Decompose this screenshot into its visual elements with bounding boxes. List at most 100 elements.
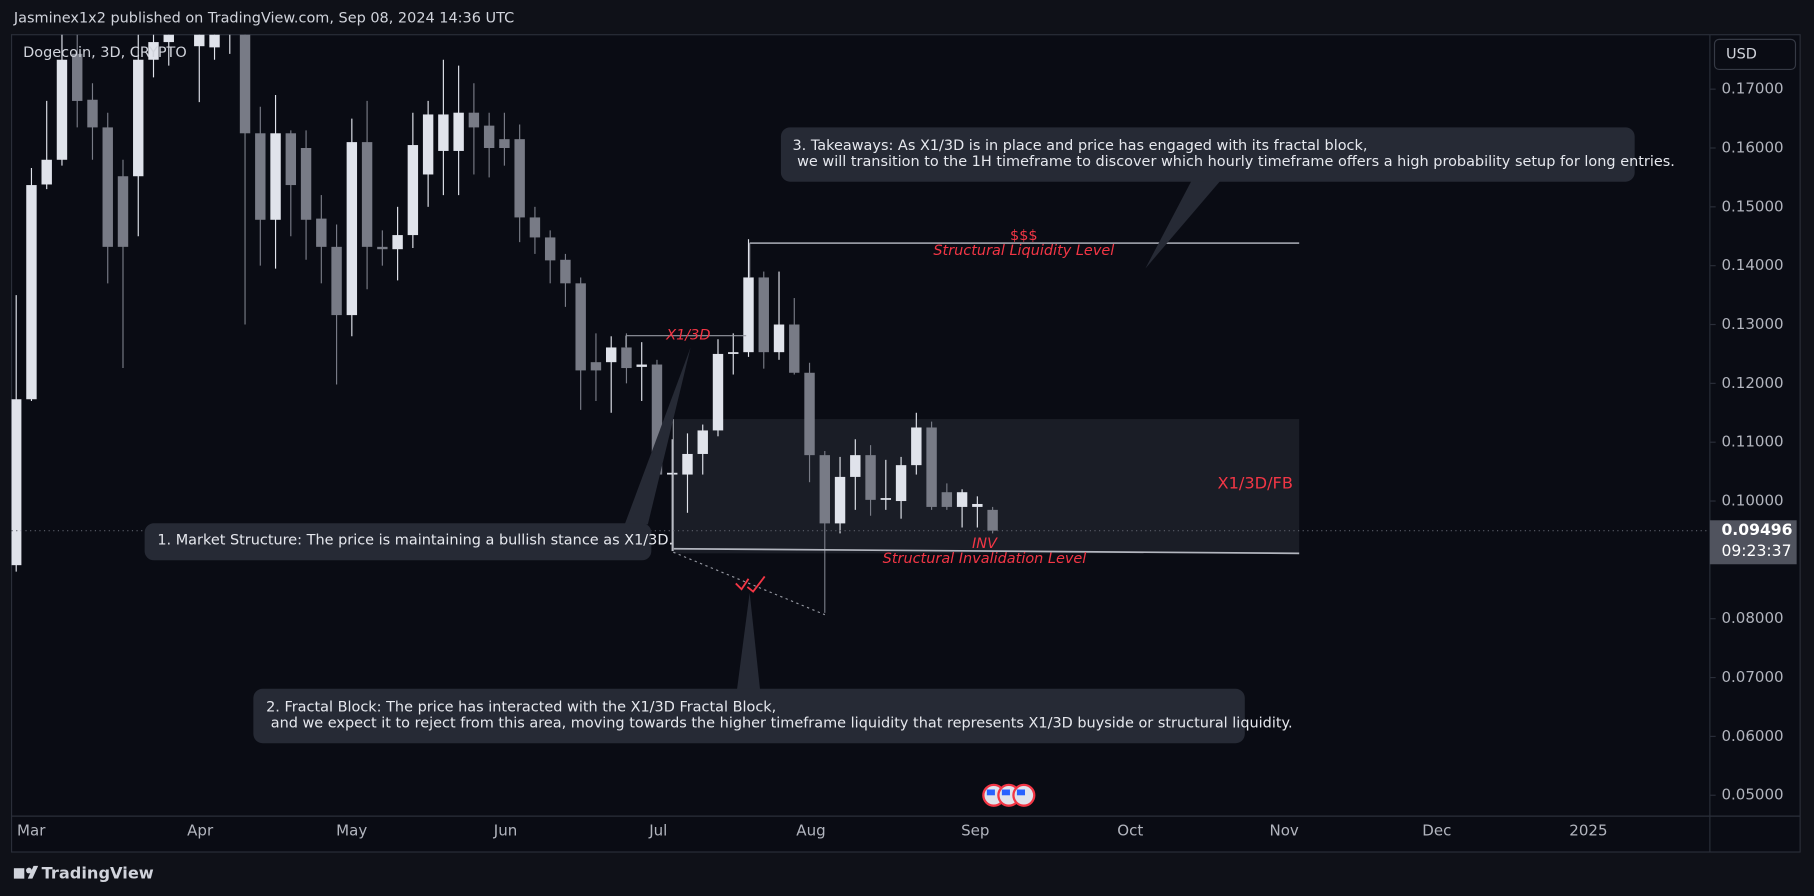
candle-body <box>605 347 617 363</box>
y-tick-label: 0.11000 <box>1721 433 1783 451</box>
candle-body <box>194 34 205 47</box>
y-tick-label: 0.07000 <box>1721 668 1783 686</box>
candle-body <box>453 112 464 151</box>
candle-body <box>331 246 342 316</box>
y-tick-label: 0.17000 <box>1721 80 1783 98</box>
candle-body <box>743 277 754 353</box>
candle-body <box>865 455 876 500</box>
candles <box>11 34 998 613</box>
x-tick-label: Dec <box>1422 822 1451 840</box>
x-tick-label: Nov <box>1269 822 1298 840</box>
candle-body <box>987 509 998 531</box>
candle-body <box>72 53 83 101</box>
candle-body <box>697 430 708 454</box>
candle-body <box>575 283 586 371</box>
callout-box <box>144 523 652 561</box>
callout-box <box>253 688 1245 744</box>
candle-body <box>789 324 800 373</box>
candle-body <box>117 176 129 247</box>
y-tick-label: 0.06000 <box>1721 727 1783 745</box>
x-tick-label: Sep <box>961 822 989 840</box>
candle-body <box>895 465 907 502</box>
candle-body <box>499 139 510 148</box>
callout-text: 3. Takeaways: As X1/3D is in place and p… <box>792 138 1367 154</box>
candle-body <box>163 34 174 43</box>
candle-body <box>285 133 297 186</box>
candle-body <box>834 476 846 524</box>
candle-body <box>911 427 922 466</box>
x-tick-label: Jun <box>493 822 517 840</box>
y-tick-label: 0.10000 <box>1721 492 1783 510</box>
x-tick-label: Aug <box>796 822 825 840</box>
y-tick-label: 0.16000 <box>1721 138 1783 156</box>
currency-button[interactable] <box>1713 38 1797 71</box>
candle-body <box>11 399 22 566</box>
candle-body <box>560 259 571 284</box>
y-tick-label: 0.08000 <box>1721 609 1783 627</box>
candle-body <box>773 324 785 353</box>
candle-body <box>728 352 739 354</box>
candle-body <box>239 34 251 134</box>
candle-body <box>819 455 830 524</box>
x-tick-label: Apr <box>187 822 214 840</box>
candle-body <box>255 133 266 220</box>
callout-text: 2. Fractal Block: The price has interact… <box>266 699 776 715</box>
fractal-block-zone <box>673 419 1300 554</box>
callout-text: and we expect it to reject from this are… <box>271 716 1293 732</box>
candle-body <box>468 112 480 128</box>
liquidity-label: Structural Liquidity Level <box>933 243 1114 259</box>
x-tick-label: Mar <box>17 822 46 840</box>
invalidation-line <box>673 547 1300 555</box>
callout-box <box>780 127 1635 182</box>
candle-body <box>102 127 113 247</box>
footer-brand: TradingView <box>42 864 154 883</box>
callout-text: 1. Market Structure: The price is mainta… <box>157 533 673 549</box>
candle-body <box>590 362 602 371</box>
candle-body <box>804 372 815 456</box>
zone-label: X1/3D/FB <box>1217 473 1292 492</box>
callout-pointer <box>624 347 691 525</box>
candle-body <box>850 455 861 477</box>
liquidity-symbol: $$$ <box>1010 228 1038 244</box>
currency-label: USD <box>1726 46 1757 62</box>
candle-body <box>361 142 373 247</box>
candle-body <box>377 246 388 250</box>
x-tick-label: Jul <box>648 822 667 840</box>
candle-body <box>880 498 892 500</box>
candle-body <box>422 114 434 175</box>
candle-body <box>956 492 968 507</box>
inv-label: INV <box>972 536 998 552</box>
dotted-line <box>673 551 826 616</box>
candle-body <box>300 147 312 220</box>
callout-pointer <box>736 592 761 690</box>
candle-body <box>682 453 693 475</box>
candle-body <box>316 218 327 247</box>
y-tick-label: 0.14000 <box>1721 256 1783 274</box>
candle-body <box>346 142 358 316</box>
countdown: 09:23:37 <box>1721 542 1791 560</box>
check-mark <box>735 575 766 593</box>
candle-body <box>758 277 769 353</box>
candle-body <box>56 59 68 160</box>
y-tick-label: 0.13000 <box>1721 315 1783 333</box>
candle-body <box>636 364 647 367</box>
candle-body <box>544 237 556 261</box>
candle-body <box>667 472 678 475</box>
candle-body <box>148 42 159 60</box>
candle-body <box>941 492 953 507</box>
candle-body <box>270 133 281 220</box>
y-tick-label: 0.15000 <box>1721 197 1783 215</box>
x1-3d-label: X1/3D <box>665 328 710 344</box>
symbol-label: Dogecoin, 3D, CRYPTO <box>23 45 187 61</box>
candle-body <box>621 347 632 369</box>
x-tick-label: May <box>336 822 367 840</box>
callout-pointer <box>1145 180 1221 269</box>
footer-logo <box>13 865 39 879</box>
last-price-label: 0.09496 <box>1721 521 1792 539</box>
candle-body <box>407 145 419 236</box>
candle-body <box>26 185 37 400</box>
invalidation-label: Structural Invalidation Level <box>883 551 1087 567</box>
callout-text: we will transition to the 1H timeframe t… <box>797 154 1675 170</box>
event-icons[interactable] <box>982 783 1036 807</box>
